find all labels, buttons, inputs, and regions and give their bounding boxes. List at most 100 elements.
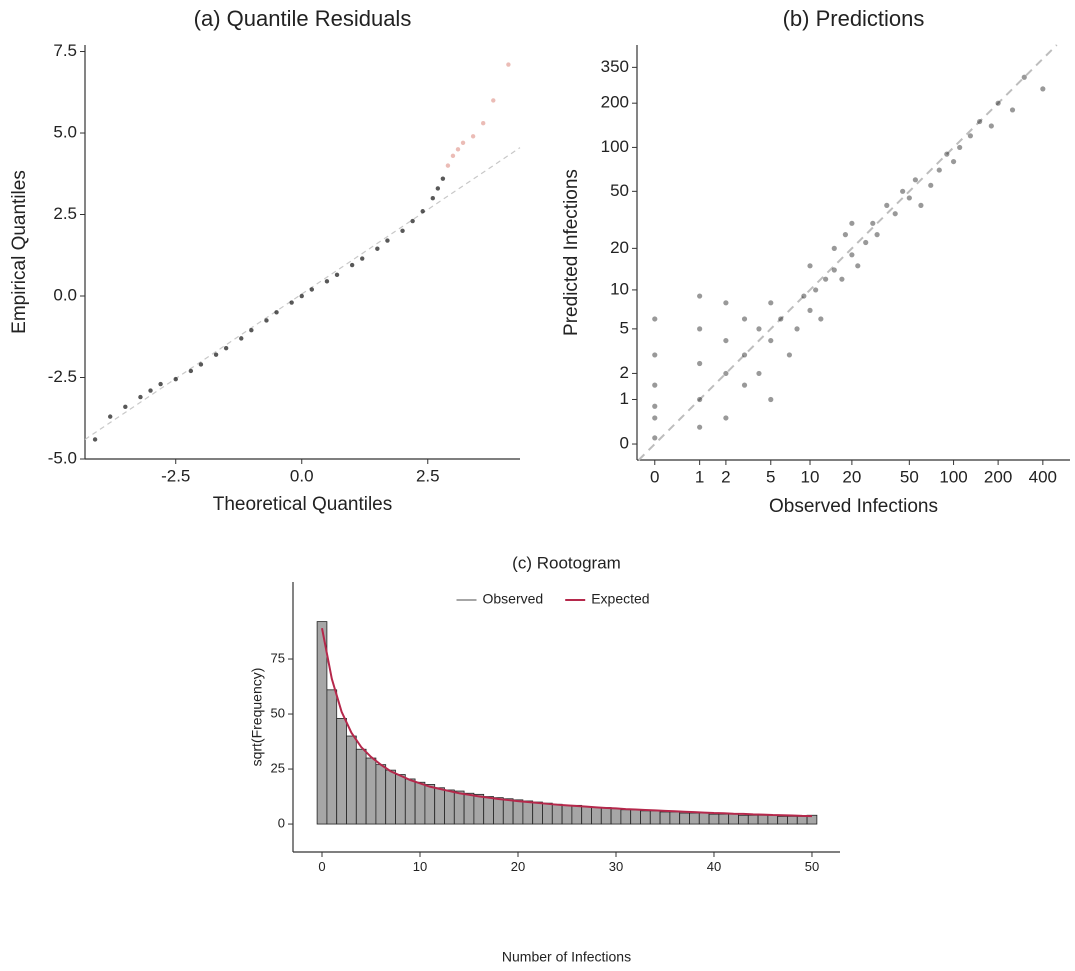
point bbox=[652, 316, 658, 322]
point bbox=[223, 345, 229, 351]
point bbox=[430, 196, 435, 201]
point bbox=[697, 424, 703, 430]
point bbox=[977, 118, 983, 125]
bar bbox=[571, 804, 583, 825]
point bbox=[950, 158, 957, 165]
x-tick-label: 100 bbox=[939, 468, 967, 487]
point bbox=[995, 100, 1001, 106]
chart-title: (a) Quantile Residuals bbox=[194, 6, 412, 31]
point bbox=[385, 238, 390, 243]
legend-label: Expected bbox=[591, 591, 649, 607]
y-tick-label: 2 bbox=[620, 363, 629, 382]
point bbox=[723, 415, 729, 421]
y-axis-title: Empirical Quantiles bbox=[9, 170, 30, 334]
point bbox=[786, 352, 792, 358]
point bbox=[123, 404, 128, 410]
bar bbox=[669, 811, 681, 825]
y-tick-label: 200 bbox=[601, 93, 629, 112]
point bbox=[831, 245, 837, 251]
chart-title: (c) Rootogram bbox=[512, 553, 621, 572]
point bbox=[906, 195, 912, 201]
y-tick-label: 2.5 bbox=[53, 204, 77, 223]
x-tick-label: 50 bbox=[805, 859, 819, 874]
point bbox=[239, 336, 244, 341]
bar bbox=[532, 801, 543, 825]
point bbox=[274, 310, 279, 315]
bar bbox=[610, 808, 622, 825]
x-tick-label: 20 bbox=[842, 468, 861, 487]
bar bbox=[551, 803, 563, 825]
point bbox=[839, 276, 845, 282]
point bbox=[723, 370, 729, 377]
point bbox=[481, 121, 486, 126]
x-tick-label: 5 bbox=[766, 468, 775, 487]
x-tick-label: 1 bbox=[695, 468, 704, 487]
point bbox=[460, 140, 466, 145]
bar bbox=[404, 778, 416, 825]
x-tick-label: 400 bbox=[1029, 468, 1057, 487]
bar bbox=[355, 748, 367, 825]
bar bbox=[542, 802, 553, 825]
point bbox=[807, 307, 813, 313]
y-tick-label: 0 bbox=[278, 815, 285, 830]
x-tick-label: 20 bbox=[511, 859, 525, 874]
bar bbox=[747, 814, 759, 825]
bar bbox=[375, 764, 387, 825]
bar bbox=[385, 769, 396, 825]
point bbox=[249, 328, 254, 333]
point bbox=[213, 352, 219, 357]
bar bbox=[708, 813, 720, 825]
point bbox=[756, 370, 762, 377]
point bbox=[1040, 86, 1046, 92]
y-tick-label: 50 bbox=[271, 705, 285, 720]
point bbox=[108, 414, 113, 419]
x-tick-label: 0 bbox=[650, 468, 659, 487]
bar bbox=[679, 812, 690, 825]
point bbox=[440, 176, 446, 181]
point bbox=[741, 352, 748, 358]
point bbox=[967, 133, 974, 139]
point bbox=[768, 396, 774, 403]
point bbox=[455, 147, 461, 152]
bar bbox=[561, 804, 573, 825]
y-tick-label: 5 bbox=[620, 318, 629, 337]
bar bbox=[787, 815, 798, 825]
point bbox=[723, 337, 729, 344]
y-tick-label: 25 bbox=[271, 760, 285, 775]
point bbox=[264, 318, 269, 323]
bar bbox=[659, 811, 671, 825]
point bbox=[855, 263, 861, 269]
bar bbox=[581, 806, 592, 825]
bar bbox=[395, 774, 406, 825]
bar bbox=[493, 797, 504, 825]
y-tick-label: 350 bbox=[601, 57, 629, 76]
bar bbox=[591, 807, 602, 825]
point bbox=[289, 300, 294, 305]
point bbox=[324, 279, 330, 284]
point bbox=[173, 376, 178, 382]
x-tick-label: 10 bbox=[801, 468, 820, 487]
point bbox=[420, 209, 425, 214]
bar bbox=[326, 689, 338, 825]
bar bbox=[600, 807, 612, 825]
point bbox=[813, 287, 819, 293]
point bbox=[375, 246, 380, 251]
point bbox=[768, 300, 774, 306]
point bbox=[158, 381, 163, 387]
bar bbox=[777, 815, 788, 825]
point bbox=[957, 144, 963, 151]
point bbox=[884, 202, 890, 208]
point bbox=[445, 163, 451, 168]
point bbox=[148, 388, 153, 393]
bar bbox=[698, 812, 710, 825]
point bbox=[870, 220, 876, 226]
point bbox=[794, 326, 800, 332]
point bbox=[756, 326, 762, 332]
point bbox=[198, 362, 204, 367]
point bbox=[944, 151, 950, 157]
y-tick-label: 7.5 bbox=[53, 41, 77, 60]
x-tick-label: 200 bbox=[984, 468, 1012, 487]
x-axis-title: Theoretical Quantiles bbox=[213, 494, 393, 515]
point bbox=[928, 182, 934, 188]
